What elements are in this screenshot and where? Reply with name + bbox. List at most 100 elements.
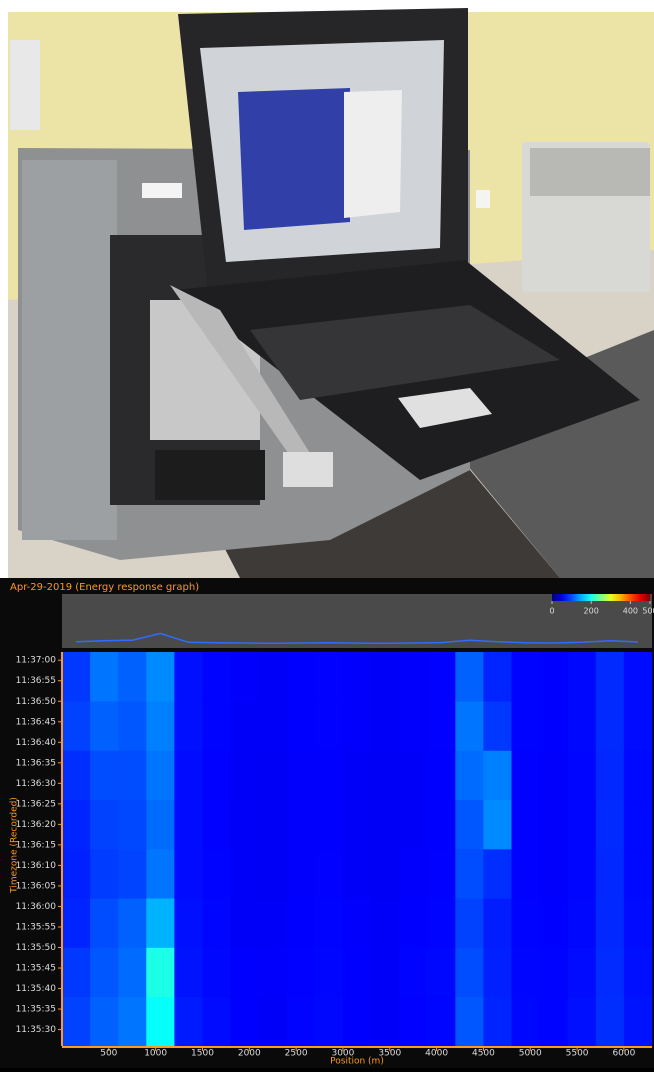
y-tick-label: 11:36:50 — [16, 697, 57, 707]
heat-cell — [146, 800, 174, 850]
heat-cell — [90, 849, 118, 899]
x-tick-label: 500 — [100, 1049, 117, 1059]
heat-cell — [540, 652, 568, 702]
heat-cell — [624, 849, 652, 899]
heat-cell — [427, 898, 455, 948]
colorbar-tick-label: 400 — [623, 607, 638, 616]
heat-cell — [231, 898, 259, 948]
heat-cell — [315, 997, 343, 1047]
y-tick-label: 11:36:25 — [16, 799, 56, 809]
x-tick-label: 3500 — [378, 1049, 401, 1059]
heat-cell — [202, 652, 230, 702]
heat-cell — [202, 701, 230, 751]
heat-cell — [427, 652, 455, 702]
heat-cell — [146, 652, 174, 702]
heat-cell — [146, 997, 174, 1047]
heat-cell — [427, 997, 455, 1047]
x-tick-label: 2500 — [285, 1049, 308, 1059]
heat-cell — [146, 948, 174, 998]
heat-cell — [512, 701, 540, 751]
heat-cell — [624, 800, 652, 850]
heat-cell — [596, 751, 624, 801]
heat-cell — [259, 701, 287, 751]
heat-cell — [483, 898, 511, 948]
case-label — [142, 183, 182, 198]
heat-cell — [62, 948, 90, 998]
heat-cell — [174, 800, 202, 850]
x-tick-label: 1000 — [144, 1049, 167, 1059]
photo — [0, 0, 654, 578]
profile-panel — [62, 594, 652, 648]
heat-cell — [596, 800, 624, 850]
heat-cell — [62, 849, 90, 899]
heat-cell — [483, 997, 511, 1047]
heat-cell — [90, 701, 118, 751]
heat-cell — [596, 701, 624, 751]
heat-cell — [174, 948, 202, 998]
y-tick-label: 11:35:30 — [16, 1025, 57, 1035]
heat-cell — [315, 751, 343, 801]
heat-cell — [62, 997, 90, 1047]
left-radiator — [10, 40, 40, 130]
heat-cell — [371, 751, 399, 801]
heat-cell — [455, 800, 483, 850]
y-tick-label: 11:35:35 — [16, 1005, 56, 1015]
heat-cell — [202, 849, 230, 899]
heat-cell — [315, 800, 343, 850]
heat-cell — [427, 751, 455, 801]
heat-cell — [343, 898, 371, 948]
heat-cell — [287, 701, 315, 751]
heat-cell — [371, 652, 399, 702]
colorbar — [552, 594, 650, 601]
colorbar-tick-label: 0 — [549, 607, 554, 616]
heat-cell — [231, 997, 259, 1047]
page: Apr-29-2019 (Energy response graph) Posi… — [0, 0, 654, 1072]
heat-cell — [624, 898, 652, 948]
heat-cell — [596, 948, 624, 998]
heat-cell — [287, 652, 315, 702]
heat-cell — [483, 800, 511, 850]
heat-cell — [343, 948, 371, 998]
y-tick-label: 11:36:55 — [16, 676, 56, 686]
heat-cell — [315, 701, 343, 751]
heat-cell — [596, 898, 624, 948]
heat-cell — [568, 800, 596, 850]
y-tick-label: 11:35:55 — [16, 922, 56, 932]
heat-cell — [624, 751, 652, 801]
heat-cell — [90, 652, 118, 702]
heat-cell — [146, 898, 174, 948]
heat-cell — [62, 751, 90, 801]
heat-cell — [624, 652, 652, 702]
heat-cell — [399, 997, 427, 1047]
y-tick-label: 11:35:45 — [16, 964, 56, 974]
heat-cell — [568, 898, 596, 948]
server — [155, 450, 265, 500]
heat-cell — [540, 849, 568, 899]
heat-cell — [455, 751, 483, 801]
heat-cell — [90, 898, 118, 948]
heat-cell — [118, 997, 146, 1047]
screen-plot — [238, 88, 350, 230]
y-tick-label: 11:37:00 — [16, 656, 57, 666]
heat-cell — [399, 751, 427, 801]
heat-cell — [624, 701, 652, 751]
heat-cell — [174, 751, 202, 801]
heat-cell — [315, 948, 343, 998]
heat-cell — [90, 751, 118, 801]
heat-cell — [399, 652, 427, 702]
heat-cell — [512, 652, 540, 702]
socket — [476, 190, 490, 208]
radiator-grille — [530, 148, 650, 196]
heat-cell — [118, 849, 146, 899]
heat-cell — [62, 652, 90, 702]
heat-cell — [399, 898, 427, 948]
heat-cell — [343, 997, 371, 1047]
heat-cell — [568, 701, 596, 751]
heat-cell — [455, 948, 483, 998]
y-tick-label: 11:36:40 — [16, 738, 57, 748]
heat-cell — [455, 898, 483, 948]
heat-cell — [343, 800, 371, 850]
heat-cell — [624, 948, 652, 998]
heat-cell — [427, 948, 455, 998]
heat-cell — [174, 997, 202, 1047]
